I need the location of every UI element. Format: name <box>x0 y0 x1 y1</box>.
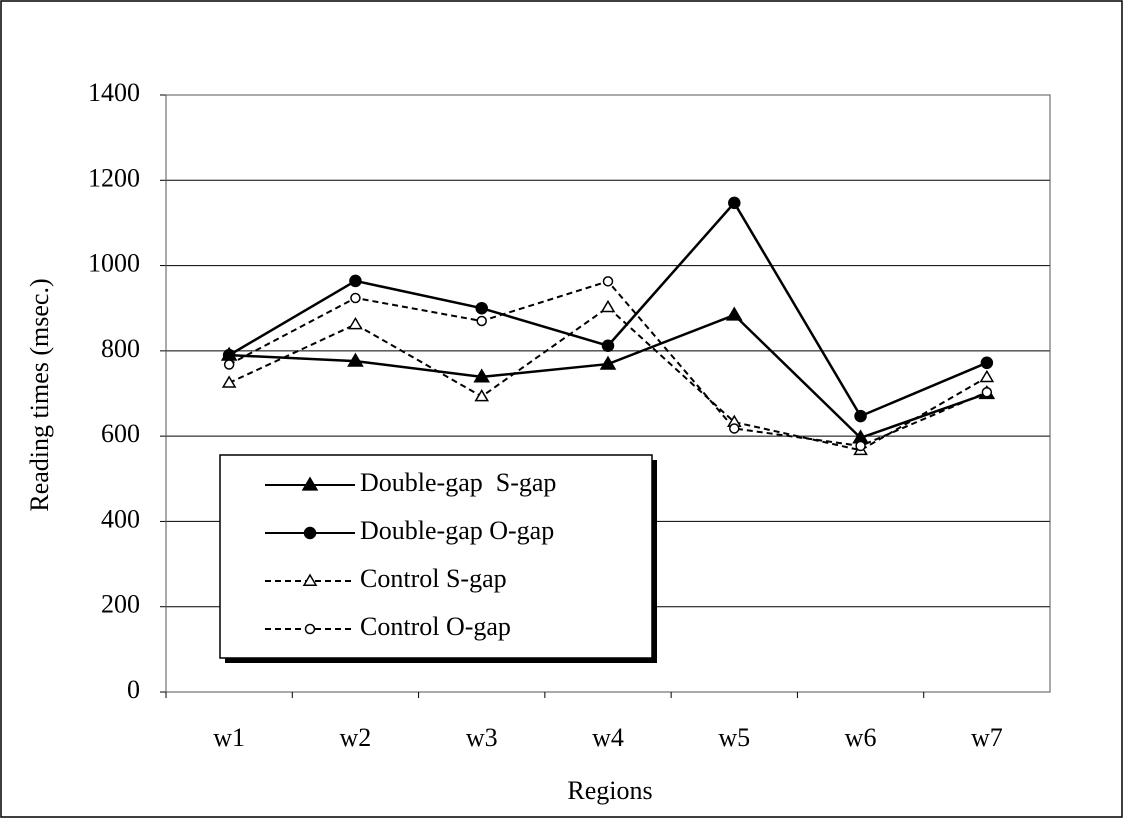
marker <box>729 423 740 434</box>
marker <box>347 352 364 367</box>
legend-label: Double-gap S-gap <box>360 468 556 497</box>
marker <box>350 292 361 304</box>
plot-area <box>165 94 1051 693</box>
marker <box>725 306 743 321</box>
x-tick-label: w2 <box>340 723 372 752</box>
legend <box>219 454 653 659</box>
marker <box>476 315 487 327</box>
marker <box>854 409 867 423</box>
marker <box>222 348 236 362</box>
marker <box>348 316 363 330</box>
marker <box>601 339 615 352</box>
y-tick-label: 800 <box>101 334 140 363</box>
x-tick-label: w5 <box>718 723 750 752</box>
marker <box>600 299 616 313</box>
marker <box>221 375 237 388</box>
marker <box>599 355 617 370</box>
marker <box>304 623 316 635</box>
marker <box>980 356 994 370</box>
marker <box>303 526 317 540</box>
marker <box>349 274 362 288</box>
x-tick-label: w6 <box>845 723 877 752</box>
y-tick-label: 400 <box>101 504 140 533</box>
x-tick-label: w3 <box>466 723 498 752</box>
y-tick-label: 200 <box>101 590 140 619</box>
marker <box>855 440 866 452</box>
y-tick-label: 600 <box>101 419 140 448</box>
marker <box>475 301 488 315</box>
marker <box>301 476 319 491</box>
marker <box>223 359 235 370</box>
marker <box>474 389 490 402</box>
x-tick-label: w7 <box>971 723 1003 752</box>
y-tick-label: 1000 <box>88 249 140 278</box>
y-axis-label: Reading times (msec.) <box>25 278 54 511</box>
legend-label: Double-gap O-gap <box>360 516 554 545</box>
marker <box>302 573 318 586</box>
marker <box>981 386 993 398</box>
y-tick-label: 0 <box>127 675 140 704</box>
marker <box>979 369 995 383</box>
y-tick-label: 1400 <box>88 78 140 107</box>
x-axis-label: Regions <box>567 776 652 805</box>
legend-label: Control S-gap <box>360 564 507 593</box>
marker <box>473 368 491 383</box>
legend-label: Control O-gap <box>360 612 511 641</box>
x-tick-label: w1 <box>213 723 245 752</box>
marker <box>602 276 614 287</box>
marker <box>728 196 741 210</box>
x-tick-label: w4 <box>592 723 624 752</box>
y-tick-label: 1200 <box>88 163 140 192</box>
